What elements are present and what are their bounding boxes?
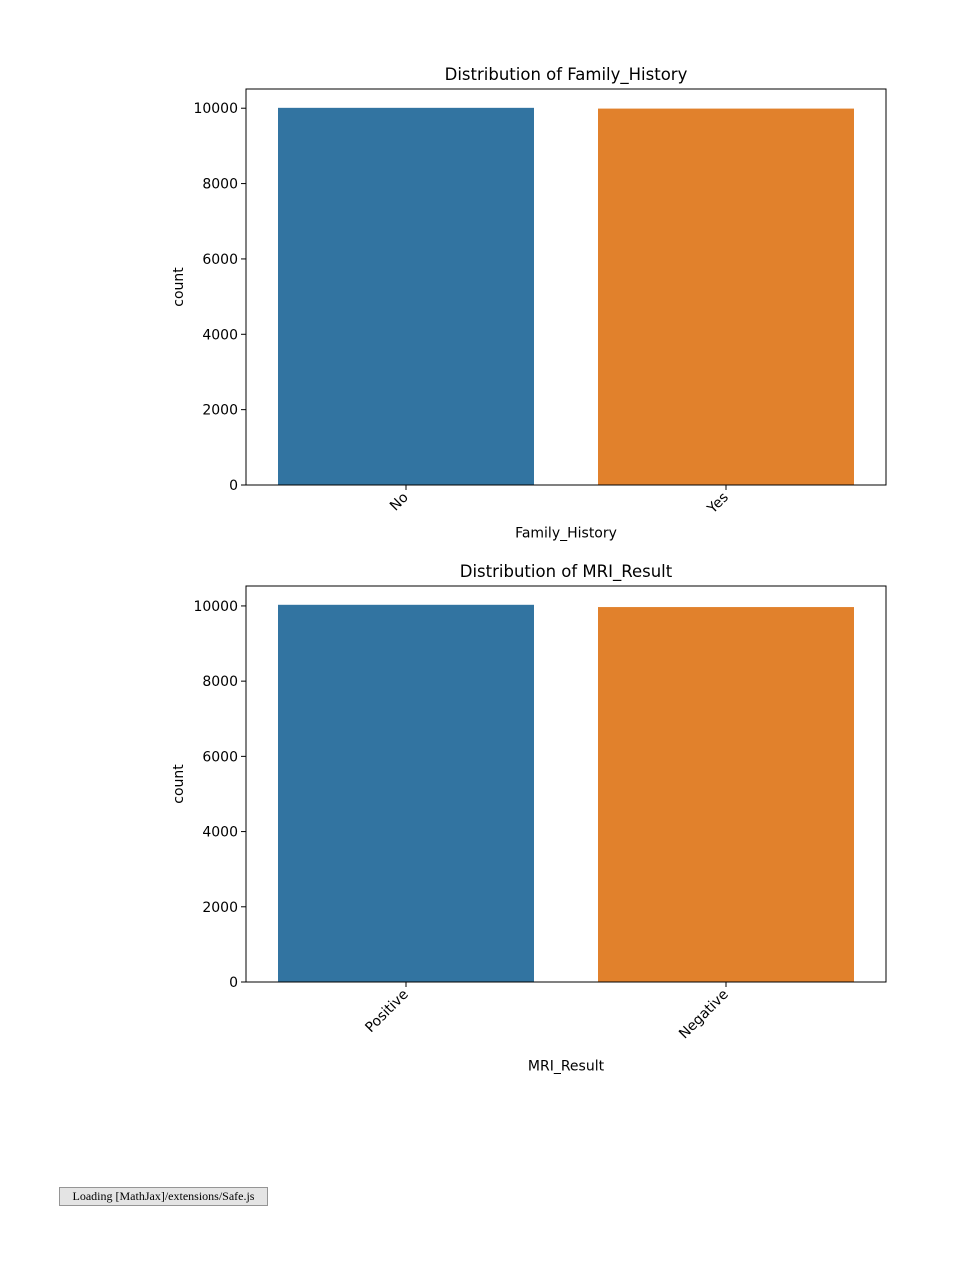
- chart-title: Distribution of Family_History: [445, 65, 688, 85]
- chart-1: 0 2000 4000 6000 8000 10000 No Yes Distribution …: [171, 65, 887, 542]
- mathjax-loading-status: Loading [MathJax]/extensions/Safe.js: [59, 1187, 268, 1206]
- chart-2: 0 2000 4000 6000 8000 10000 Positive Negative Di…: [171, 562, 887, 1075]
- x-tick-label: Negative: [676, 987, 732, 1043]
- y-axis-label: count: [171, 267, 187, 307]
- y-tick-label: 0: [229, 478, 238, 494]
- x-tick-label: No: [387, 490, 412, 515]
- y-tick-label: 4000: [202, 825, 238, 841]
- y-tick-label: 4000: [202, 327, 238, 343]
- y-tick-label: 8000: [202, 674, 238, 690]
- plot-frame: [245, 88, 887, 486]
- bar-positive: [278, 604, 534, 982]
- y-tick-label: 6000: [202, 749, 238, 765]
- x-tick-label: Positive: [362, 987, 411, 1036]
- bar-yes: [598, 108, 854, 485]
- x-tick-label: Yes: [704, 490, 732, 518]
- y-tick-label: 10000: [193, 101, 238, 117]
- y-axis-label: count: [171, 764, 187, 804]
- bar-negative: [598, 607, 854, 982]
- y-tick-label: 6000: [202, 252, 238, 268]
- x-axis-label: Family_History: [515, 526, 617, 542]
- y-tick-label: 8000: [202, 177, 238, 193]
- x-axis-label: MRI_Result: [528, 1059, 605, 1075]
- y-tick-label: 0: [229, 975, 238, 991]
- y-tick-label: 2000: [202, 403, 238, 419]
- chart-title: Distribution of MRI_Result: [460, 562, 673, 582]
- plot-frame: [245, 585, 887, 983]
- y-tick-label: 10000: [193, 599, 238, 615]
- y-tick-label: 2000: [202, 900, 238, 916]
- bar-no: [278, 107, 534, 485]
